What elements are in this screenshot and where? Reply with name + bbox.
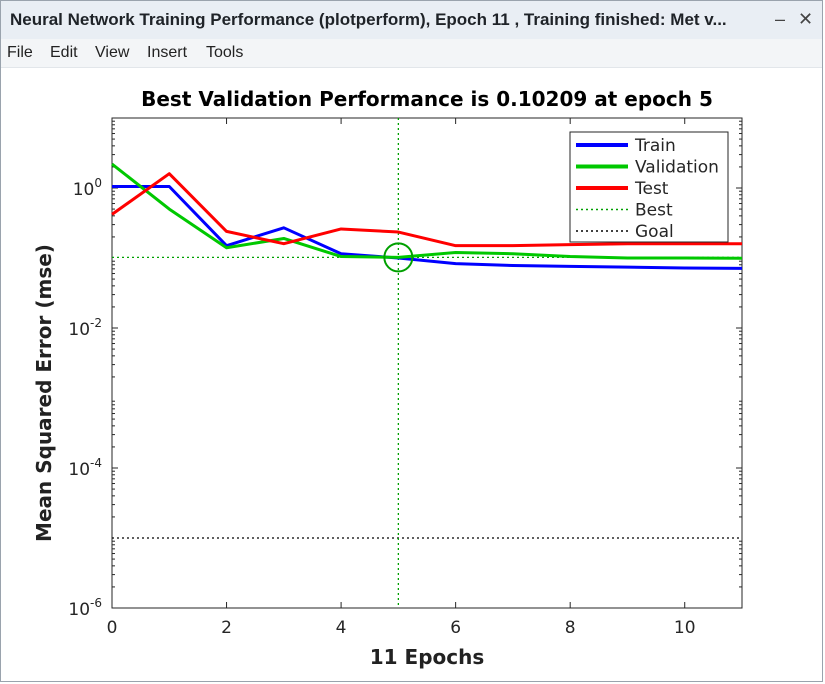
menu-bar: File Edit View Insert Tools [1, 39, 822, 68]
title-bar[interactable]: Neural Network Training Performance (plo… [1, 1, 822, 40]
menu-edit[interactable]: Edit [50, 44, 78, 61]
y-axis-label: Mean Squared Error (mse) [32, 244, 56, 542]
legend-best-label: Best [635, 201, 673, 221]
y-tick-label: 100 [73, 176, 102, 200]
x-tick-label: 8 [565, 618, 576, 638]
x-tick-label: 0 [107, 618, 118, 638]
menu-insert[interactable]: Insert [147, 44, 188, 61]
legend-goal-label: Goal [635, 222, 674, 242]
x-tick-label: 2 [221, 618, 232, 638]
figure-canvas: Best Validation Performance is 0.10209 a… [7, 68, 822, 678]
best-marker [383, 242, 414, 273]
menu-tools[interactable]: Tools [206, 44, 244, 61]
x-axis-label: 11 Epochs [370, 645, 485, 669]
test-line [111, 172, 742, 248]
y-tick-label: 10-4 [68, 456, 102, 480]
performance-chart: Best Validation Performance is 0.10209 a… [32, 87, 743, 669]
legend-train-label: Train [634, 136, 676, 156]
close-button[interactable]: ✕ [798, 9, 814, 29]
y-tick-label: 10-6 [68, 596, 102, 620]
menu-file[interactable]: File [7, 44, 33, 61]
legend-validation-label: Validation [635, 158, 719, 178]
validation-line [111, 162, 743, 260]
window-title: Neural Network Training Performance (plo… [10, 10, 727, 29]
x-tick-label: 4 [336, 618, 347, 638]
legend-test-label: Test [634, 179, 669, 199]
train-line [112, 185, 743, 270]
minimize-button[interactable]: – [775, 9, 786, 29]
chart-title: Best Validation Performance is 0.10209 a… [141, 87, 713, 111]
y-tick-label: 10-2 [68, 316, 102, 340]
menu-view[interactable]: View [95, 44, 130, 61]
x-tick-label: 10 [674, 618, 696, 638]
x-tick-label: 6 [450, 618, 461, 638]
